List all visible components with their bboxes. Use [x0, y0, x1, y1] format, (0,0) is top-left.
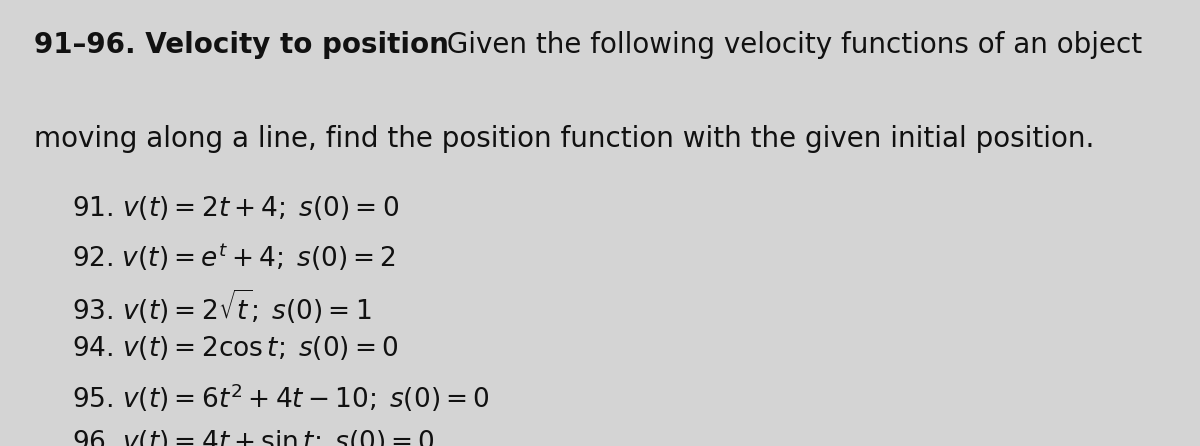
- Text: 92. $v(t) = e^t + 4;\; s(0) = 2$: 92. $v(t) = e^t + 4;\; s(0) = 2$: [72, 241, 396, 273]
- Text: Given the following velocity functions of an object: Given the following velocity functions o…: [438, 31, 1142, 59]
- Text: 96. $v(t) = 4t + \sin t;\; s(0) = 0$: 96. $v(t) = 4t + \sin t;\; s(0) = 0$: [72, 428, 434, 446]
- Text: 94. $v(t) = 2\cos t;\; s(0) = 0$: 94. $v(t) = 2\cos t;\; s(0) = 0$: [72, 334, 398, 363]
- Text: 91–96. Velocity to position: 91–96. Velocity to position: [34, 31, 449, 59]
- Text: 91. $v(t) = 2t + 4;\; s(0) = 0$: 91. $v(t) = 2t + 4;\; s(0) = 0$: [72, 194, 400, 222]
- Text: moving along a line, find the position function with the given initial position.: moving along a line, find the position f…: [34, 125, 1094, 153]
- Text: 93. $v(t) = 2\sqrt{t};\; s(0) = 1$: 93. $v(t) = 2\sqrt{t};\; s(0) = 1$: [72, 288, 372, 326]
- Text: 95. $v(t) = 6t^2 + 4t - 10;\; s(0) = 0$: 95. $v(t) = 6t^2 + 4t - 10;\; s(0) = 0$: [72, 381, 490, 414]
